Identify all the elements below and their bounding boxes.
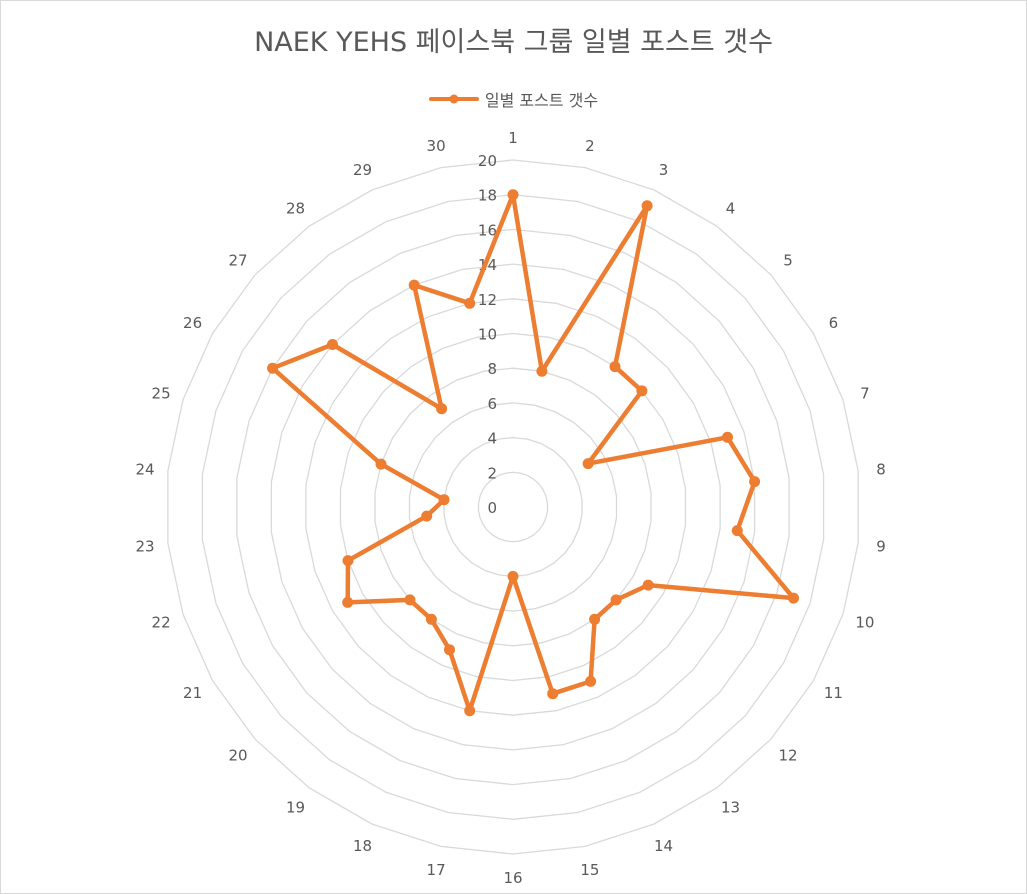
category-label: 1 — [508, 129, 518, 147]
tick-label: 4 — [487, 430, 497, 448]
category-label: 24 — [135, 460, 154, 478]
data-point — [464, 705, 476, 717]
tick-label: 6 — [487, 395, 497, 413]
data-point — [731, 525, 743, 537]
data-point — [636, 385, 648, 397]
grid-ring — [339, 332, 687, 682]
grid-ring — [408, 402, 618, 612]
data-point — [609, 361, 621, 373]
radar-grid — [167, 159, 859, 855]
tick-label: 16 — [478, 221, 497, 239]
data-point — [641, 200, 653, 212]
data-point — [642, 579, 654, 591]
category-label: 23 — [135, 538, 154, 556]
legend-marker — [428, 94, 479, 104]
category-label: 27 — [228, 251, 247, 269]
category-label: 16 — [503, 869, 522, 887]
legend: 일별 포스트 갯수 — [0, 87, 1027, 111]
category-label: 28 — [286, 200, 305, 218]
legend-label: 일별 포스트 갯수 — [484, 91, 599, 110]
data-point — [610, 594, 622, 606]
category-label: 14 — [654, 837, 673, 855]
category-label: 29 — [353, 161, 372, 179]
data-point — [408, 279, 420, 291]
grid-ring — [270, 263, 756, 751]
tick-label: 0 — [487, 499, 497, 517]
category-label: 13 — [721, 798, 740, 816]
data-point — [375, 458, 387, 470]
data-point — [342, 555, 354, 567]
data-point — [722, 431, 733, 443]
category-label: 5 — [783, 251, 793, 269]
tick-label: 20 — [478, 152, 497, 170]
data-point — [425, 613, 437, 625]
category-label: 25 — [152, 385, 171, 403]
tick-label: 8 — [487, 360, 497, 378]
category-label: 3 — [659, 161, 669, 179]
category-label: 7 — [860, 385, 870, 403]
grid-ring — [443, 436, 583, 578]
category-label: 9 — [876, 538, 886, 556]
data-point — [585, 675, 597, 687]
data-point — [404, 594, 416, 606]
data-point — [589, 613, 601, 625]
radar-series — [267, 189, 799, 717]
data-point — [444, 644, 455, 656]
data-point — [788, 592, 799, 604]
data-point — [421, 510, 433, 522]
data-point — [436, 403, 448, 415]
grid-ring — [167, 159, 859, 855]
radar-category-labels: 1 234567891011121314151617181920212223242… — [135, 129, 885, 887]
category-label: 30 — [427, 137, 446, 155]
data-point — [536, 365, 548, 377]
tick-label: 18 — [478, 187, 497, 205]
category-label: 8 — [876, 460, 886, 478]
category-label: 6 — [829, 314, 839, 332]
series-line — [270, 192, 796, 713]
data-point — [464, 297, 476, 309]
category-label: 17 — [427, 861, 446, 879]
data-point — [749, 476, 761, 488]
category-label: 10 — [855, 613, 874, 631]
data-point — [507, 189, 519, 201]
data-point — [438, 494, 450, 506]
grid-ring — [201, 194, 825, 820]
category-label: 22 — [152, 613, 171, 631]
category-label: 20 — [228, 747, 247, 765]
category-label: 21 — [183, 684, 202, 702]
grid-ring — [305, 298, 721, 716]
chart-title: NAEK YEHS 페이스북 그룹 일별 포스트 갯수 — [254, 27, 773, 58]
grid-ring — [477, 471, 549, 543]
tick-label: 10 — [478, 326, 497, 344]
data-point — [342, 596, 354, 608]
category-label: 26 — [183, 314, 202, 332]
data-point — [547, 688, 559, 700]
category-label: 18 — [353, 837, 372, 855]
data-point — [582, 458, 594, 470]
grid-ring — [374, 367, 652, 647]
category-label: 2 — [585, 137, 595, 155]
category-label: 11 — [824, 684, 843, 702]
grid-ring — [236, 228, 790, 786]
category-label: 19 — [286, 798, 305, 816]
data-point — [267, 362, 279, 374]
data-point — [327, 339, 338, 350]
category-label: 15 — [580, 861, 599, 879]
category-label: 4 — [726, 200, 736, 218]
data-point — [507, 570, 519, 582]
tick-label: 12 — [478, 291, 497, 309]
category-label: 12 — [778, 747, 797, 765]
tick-label: 2 — [487, 464, 497, 482]
